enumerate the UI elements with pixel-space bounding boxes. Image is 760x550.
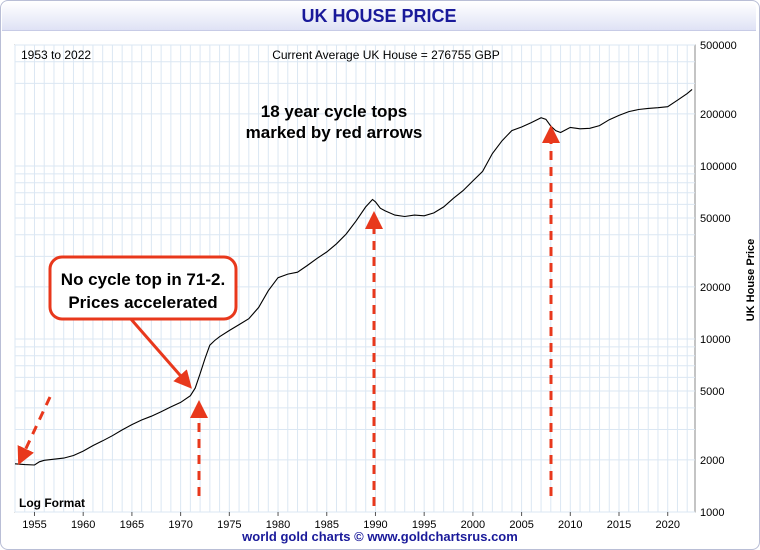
chart-title: UK HOUSE PRICE	[2, 2, 756, 31]
y-tick-label: 20000	[700, 282, 731, 294]
cycle-arrow-1953	[17, 396, 52, 466]
x-tick-label: 1995	[412, 519, 436, 531]
y-axis-ticks: 1000 2000 5000 10000 20000 50000 100000 200000 5…	[700, 40, 737, 519]
y-tick-label: 5000	[700, 386, 724, 398]
log-format-label: Log Format	[19, 496, 85, 510]
annotation-line-2: marked by red arrows	[246, 123, 423, 142]
date-range-label: 1953 to 2022	[21, 48, 91, 62]
y-tick-label: 100000	[700, 161, 737, 173]
x-tick-label: 1980	[266, 519, 290, 531]
x-tick-label: 1965	[120, 519, 144, 531]
x-tick-label: 1990	[363, 519, 387, 531]
x-tick-label: 2020	[655, 519, 679, 531]
x-tick-label: 1960	[71, 519, 95, 531]
callout-line-2: Prices accelerated	[68, 293, 217, 312]
x-axis-ticks: 1955 1960 1965 1970 1975 1980 1985 1990 1995 2000…	[22, 512, 680, 531]
y-tick-label: 2000	[700, 455, 724, 467]
y-tick-label: 500000	[700, 40, 737, 52]
x-tick-label: 1955	[22, 519, 46, 531]
y-axis-label: UK House Price	[745, 239, 757, 322]
callout-line-1: No cycle top in 71-2.	[61, 270, 225, 289]
y-tick-label: 10000	[700, 334, 731, 346]
x-tick-label: 2000	[461, 519, 485, 531]
x-tick-label: 2015	[607, 519, 631, 531]
x-tick-label: 1985	[315, 519, 339, 531]
x-tick-label: 1975	[217, 519, 241, 531]
x-tick-label: 1970	[168, 519, 192, 531]
annotation-line-1: 18 year cycle tops	[261, 102, 407, 121]
y-tick-label: 1000	[700, 507, 724, 519]
x-tick-label: 2010	[558, 519, 582, 531]
y-tick-label: 50000	[700, 213, 731, 225]
callout-box	[48, 255, 238, 321]
footer-credit: world gold charts © www.goldchartsrus.co…	[242, 529, 518, 544]
price-series-line	[14, 88, 693, 466]
x-tick-label: 2005	[509, 519, 533, 531]
current-price-label: Current Average UK House = 276755 GBP	[272, 48, 500, 62]
callout-arrow	[128, 317, 192, 389]
y-tick-label: 200000	[700, 109, 737, 121]
